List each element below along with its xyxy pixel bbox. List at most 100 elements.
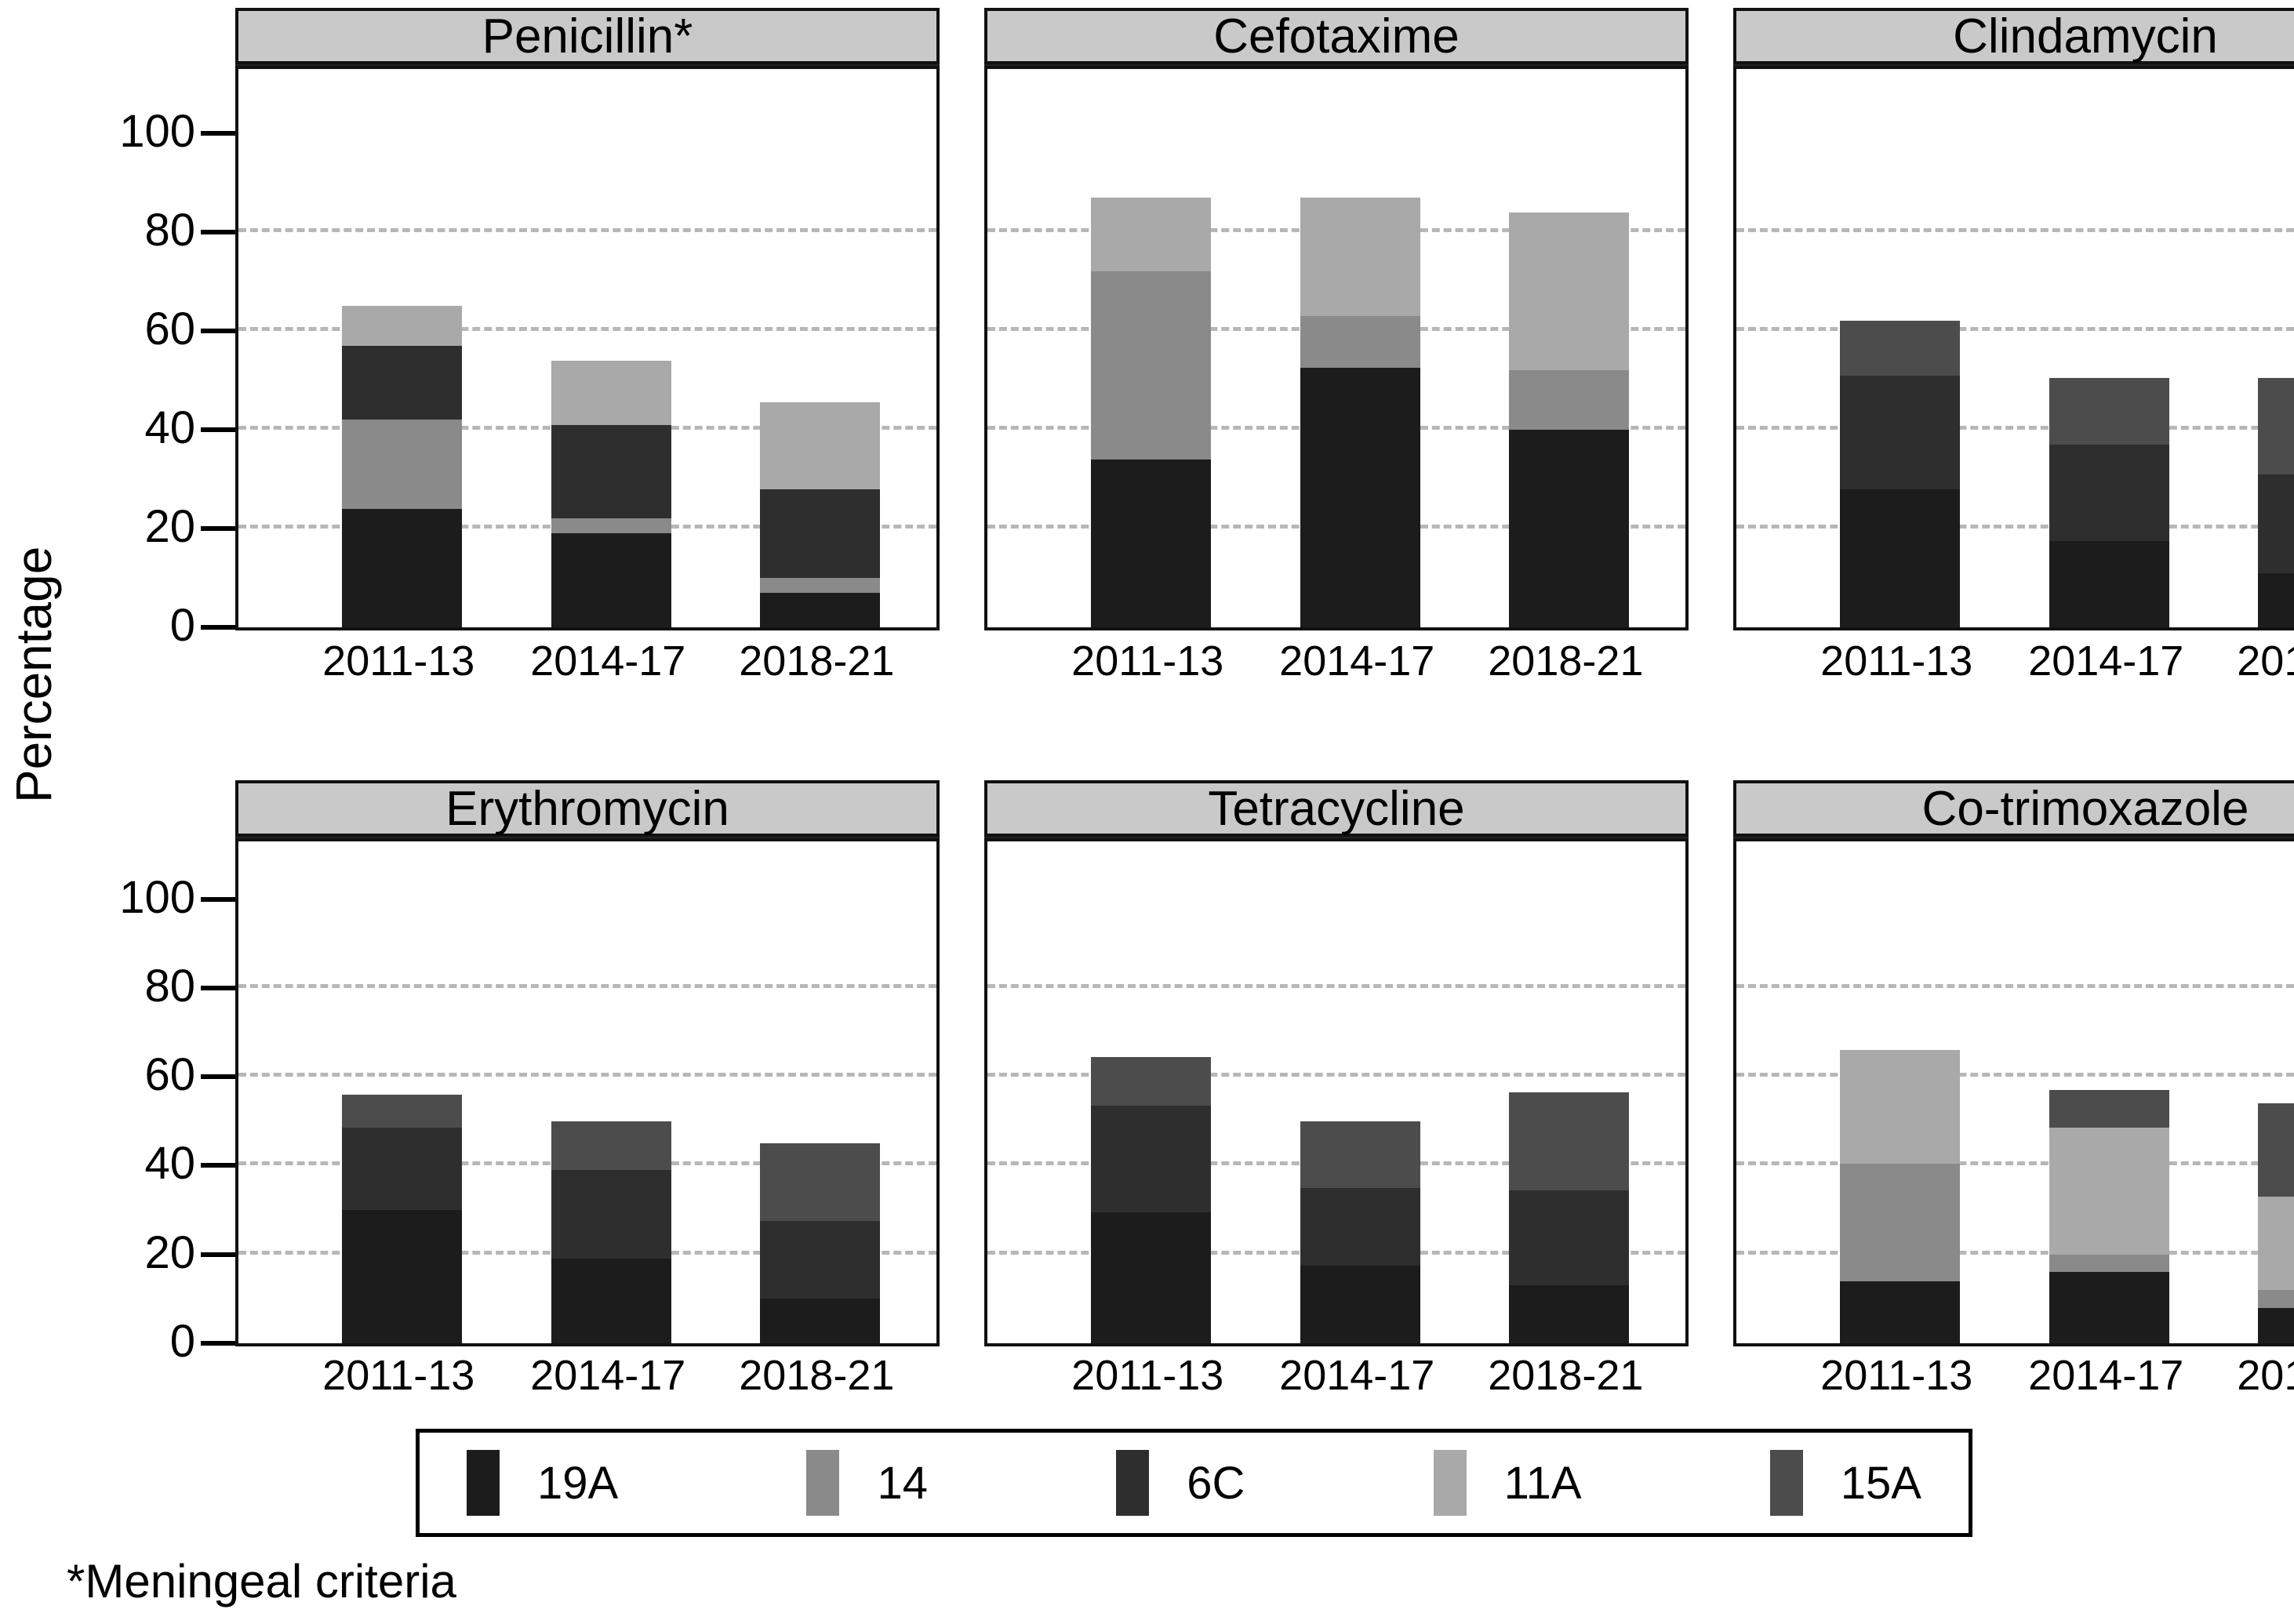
- panel-header-tetracycline: Tetracycline: [984, 780, 1689, 837]
- x-axis-labels: 2011-13 2014-17 2018-21: [235, 637, 933, 692]
- gridline-80: [1736, 983, 2294, 988]
- panel-title: Co-trimoxazole: [1921, 781, 2249, 836]
- segment-11A: [1090, 197, 1211, 272]
- segment-11A: [1839, 1050, 1960, 1164]
- gridline-40: [1736, 1161, 2294, 1166]
- segment-14: [1090, 271, 1211, 460]
- footnote-meningeal-criteria: *Meningeal criteria: [67, 1555, 456, 1608]
- gridline-40: [1736, 425, 2294, 430]
- legend-swatch-6c: [1116, 1450, 1150, 1516]
- x-tick-label-2018-21: 2018-21: [2237, 1352, 2294, 1399]
- segment-19A: [1090, 459, 1211, 627]
- segment-6C: [1090, 1106, 1211, 1212]
- panel-title: Cefotaxime: [1213, 9, 1460, 64]
- segment-6C: [759, 489, 880, 579]
- x-axis-labels: 2011-13 2014-17 2018-21: [235, 1351, 933, 1406]
- stacked-bar-2018-21: [1508, 212, 1629, 627]
- segment-19A: [2049, 540, 2169, 627]
- stacked-bar-2014-17: [551, 1121, 671, 1343]
- segment-19A: [551, 533, 671, 627]
- segment-6C: [551, 1170, 671, 1259]
- stacked-bar-2018-21: [2257, 377, 2294, 627]
- stacked-bar-2011-13: [1090, 197, 1211, 627]
- y-tick-mark-20: [201, 1252, 235, 1257]
- x-tick-label-2018-21: 2018-21: [1488, 1352, 1644, 1399]
- segment-19A: [759, 592, 880, 627]
- y-tick-label-20: 20: [144, 500, 195, 552]
- y-tick-label-20: 20: [144, 1226, 195, 1278]
- panel-header-penicillin: Penicillin*: [235, 8, 940, 64]
- x-tick-label-2014-17: 2014-17: [1279, 638, 1435, 685]
- segment-15A: [2257, 1103, 2294, 1197]
- x-tick-label-2014-17: 2014-17: [1279, 1352, 1435, 1399]
- stacked-bar-2014-17: [2049, 377, 2169, 627]
- stacked-bar-2018-21: [2257, 1103, 2294, 1343]
- plot-area-clindamycin: [1733, 66, 2294, 630]
- y-tick-label-0: 0: [169, 1316, 195, 1367]
- legend-label: 6C: [1187, 1457, 1245, 1509]
- gridline-20: [1736, 524, 2294, 529]
- x-axis-labels: 2011-13 2014-17 2018-21: [1733, 1351, 2294, 1406]
- segment-15A: [551, 1121, 671, 1171]
- y-tick-mark-80: [201, 229, 235, 234]
- segment-15A: [2257, 377, 2294, 474]
- x-tick-label-2018-21: 2018-21: [1488, 638, 1644, 685]
- stacked-bar-2011-13: [341, 306, 462, 627]
- gridline-80: [987, 983, 1685, 988]
- x-tick-label-2014-17: 2014-17: [2028, 1352, 2184, 1399]
- stacked-bar-2014-17: [1300, 197, 1420, 627]
- x-tick-label-2018-21: 2018-21: [739, 1352, 895, 1399]
- x-tick-label-2014-17: 2014-17: [2028, 638, 2184, 685]
- segment-14: [2049, 1254, 2169, 1273]
- segment-6C: [341, 1128, 462, 1211]
- segment-14: [1839, 1163, 1960, 1281]
- panel-title: Clindamycin: [1953, 9, 2218, 64]
- segment-11A: [2257, 1197, 2294, 1291]
- segment-19A: [341, 508, 462, 627]
- y-tick-mark-40: [201, 427, 235, 432]
- y-tick-label-100: 100: [119, 105, 195, 157]
- y-tick-mark-100: [201, 896, 235, 902]
- x-tick-label-2011-13: 2011-13: [1071, 638, 1224, 685]
- y-tick-mark-100: [201, 130, 235, 136]
- legend-item-11a: 11A: [1433, 1450, 1582, 1516]
- panel-header-cotrimoxazole: Co-trimoxazole: [1733, 780, 2294, 837]
- plot-area-tetracycline: [984, 838, 1689, 1346]
- legend-swatch-15a: [1769, 1450, 1803, 1516]
- panel-title: Erythromycin: [445, 781, 729, 836]
- stacked-bar-2011-13: [1839, 1050, 1960, 1343]
- legend-swatch-19a: [467, 1450, 500, 1516]
- y-tick-label-40: 40: [144, 401, 195, 453]
- legend-swatch-11a: [1433, 1450, 1467, 1516]
- stacked-bar-2014-17: [1300, 1121, 1420, 1343]
- x-tick-label-2014-17: 2014-17: [530, 1352, 686, 1399]
- panel-title: Tetracycline: [1208, 781, 1465, 836]
- stacked-bar-2018-21: [1508, 1092, 1629, 1343]
- segment-6C: [341, 345, 462, 420]
- y-tick-label-60: 60: [144, 303, 195, 354]
- segment-6C: [1508, 1190, 1629, 1286]
- segment-6C: [2049, 444, 2169, 541]
- panel-header-clindamycin: Clindamycin: [1733, 8, 2294, 64]
- segment-14: [1300, 316, 1420, 369]
- legend: 19A 14 6C 11A 15A: [416, 1429, 1972, 1537]
- segment-19A: [1508, 429, 1629, 627]
- segment-15A: [341, 1094, 462, 1128]
- segment-11A: [1300, 197, 1420, 317]
- legend-label: 19A: [537, 1457, 619, 1509]
- x-tick-label-2014-17: 2014-17: [530, 638, 686, 685]
- x-axis-labels: 2011-13 2014-17 2018-21: [1733, 637, 2294, 692]
- legend-label: 14: [877, 1457, 928, 1509]
- segment-11A: [341, 306, 462, 346]
- y-tick-label-60: 60: [144, 1049, 195, 1101]
- gridline-60: [238, 326, 936, 331]
- segment-19A: [1300, 368, 1420, 627]
- legend-item-14: 14: [806, 1450, 928, 1516]
- segment-11A: [1508, 212, 1629, 371]
- y-tick-label-80: 80: [144, 204, 195, 256]
- gridline-80: [238, 227, 936, 232]
- segment-15A: [1090, 1056, 1211, 1106]
- y-axis-title: Percentage: [5, 546, 62, 803]
- y-tick-mark-0: [201, 625, 235, 630]
